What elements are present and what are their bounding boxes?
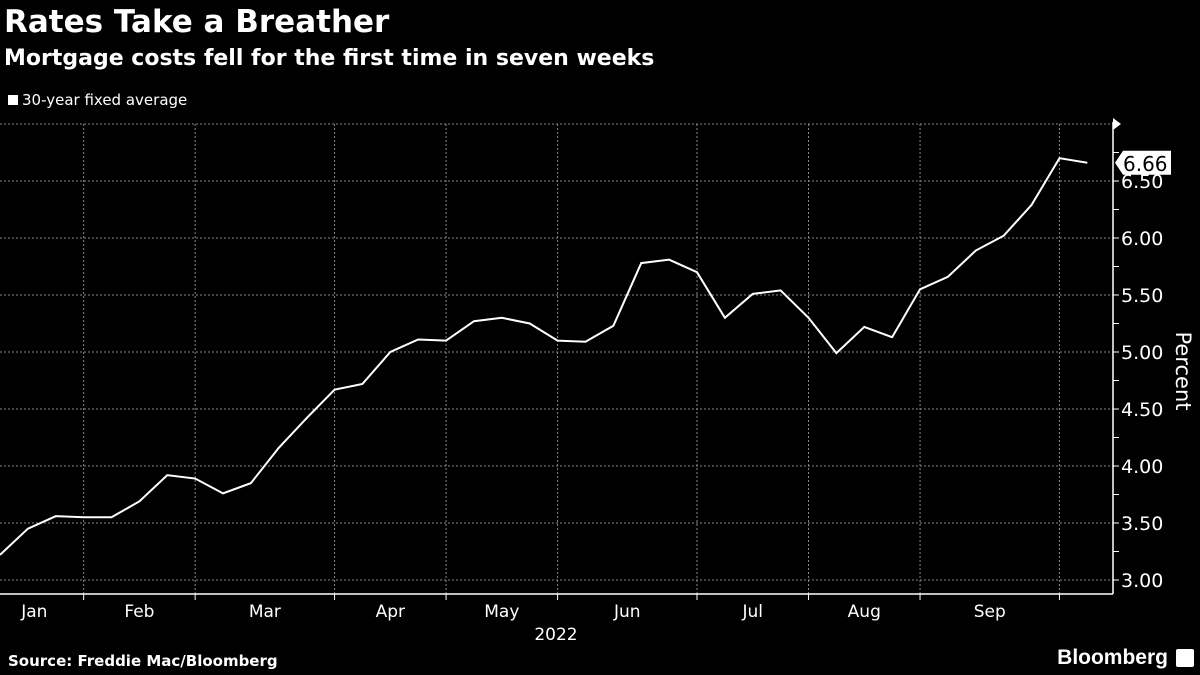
y-tick-label: 4.00 [1121,456,1163,478]
legend: 30-year fixed average [8,91,187,109]
x-tick-label: Mar [249,602,281,622]
bloomberg-logo: Bloomberg [1057,646,1168,669]
y-axis-title: Percent [1171,331,1195,410]
x-tick-label: Jan [20,602,47,622]
series-line [0,157,1088,556]
y-tick-label: 6.00 [1121,228,1163,250]
x-tick-label: Jul [742,602,764,622]
last-value-callout [1115,150,1171,175]
x-tick-label: Jun [613,602,641,622]
bloomberg-chart-icon [1176,649,1194,667]
chart-subtitle: Mortgage costs fell for the first time i… [4,46,655,71]
y-tick-label: 3.50 [1121,513,1163,535]
x-tick-label: May [484,602,519,622]
x-tick-label: Aug [848,602,881,622]
source-note: Source: Freddie Mac/Bloomberg [8,652,278,670]
y-tick-label: 5.50 [1121,285,1163,307]
y-tick-label: 5.00 [1121,342,1163,364]
x-tick-label: Apr [376,602,405,622]
y-tick-label: 3.00 [1121,570,1163,592]
y-tick-label: 4.50 [1121,399,1163,421]
legend-label: 30-year fixed average [22,91,188,109]
x-axis-year-label: 2022 [534,625,577,645]
legend-swatch [8,95,18,105]
last-value-label: 6.66 [1123,152,1168,176]
y-axis-arrow [1113,118,1121,130]
x-tick-label: Sep [974,602,1006,622]
x-tick-label: Feb [124,602,154,622]
chart-title: Rates Take a Breather [4,4,390,40]
y-tick-label: 6.50 [1121,171,1163,193]
